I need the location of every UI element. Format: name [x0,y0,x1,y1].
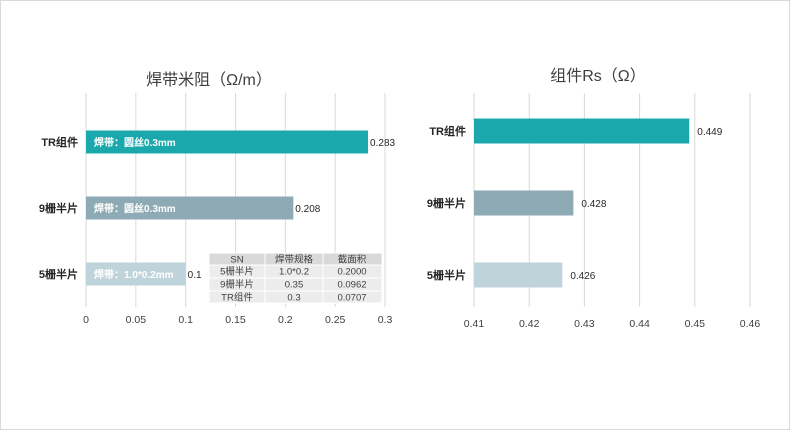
bar-label: 焊带：圆丝0.3mm [94,202,176,215]
table-header-cell: 焊带规格 [275,254,314,266]
table-header-bg [209,253,382,265]
x-tick-label: 0.25 [325,314,346,326]
chart-title: 焊带米阻（Ω/m） [146,71,272,89]
x-tick-label: 0.46 [740,318,761,330]
value-label: 0.426 [570,271,595,282]
table-cell: 1.0*0.2 [279,267,309,278]
table-row-bg [209,291,382,303]
value-label: 0.428 [581,199,606,210]
x-tick-label: 0.2 [278,314,293,326]
bar [86,130,369,154]
value-label: 0.283 [370,138,395,149]
table-cell: 0.3 [287,293,300,304]
value-label: 0.449 [697,127,722,138]
bar [86,262,186,286]
x-tick-label: 0.44 [629,318,650,330]
table-row-bg [209,278,382,291]
table-cell: TR组件 [221,292,253,304]
bar-label: 焊带：1.0*0.2mm [94,268,174,281]
category-label: 5栅半片 [427,268,466,282]
table-cell: 0.35 [285,280,304,291]
table-cell: 0.0962 [337,280,366,291]
value-label: 0.1 [188,270,202,281]
x-tick-label: 0.15 [225,314,246,326]
x-tick-label: 0.3 [378,314,393,326]
category-label: TR组件 [41,135,78,149]
category-label: 5栅半片 [39,267,78,281]
category-label: 9栅半片 [427,196,466,210]
x-tick-label: 0.41 [464,318,485,330]
bar [474,118,690,144]
x-tick-label: 0.45 [685,318,706,330]
x-tick-label: 0.43 [574,318,595,330]
table-row-bg [209,265,382,278]
x-tick-label: 0.05 [126,314,147,326]
x-tick-label: 0.1 [178,314,193,326]
category-label: TR组件 [429,124,466,138]
table-header-cell: SN [230,255,243,266]
bar-label: 焊带：圆丝0.3mm [94,136,176,149]
bar [474,262,563,288]
table-cell: 9栅半片 [220,279,254,291]
category-label: 9栅半片 [39,201,78,215]
table-cell: 5栅半片 [220,266,254,278]
table-cell: 0.0707 [337,293,366,304]
bar [86,196,294,220]
chart-title: 组件Rs（Ω） [550,67,646,85]
table-header-cell: 截面积 [338,254,367,266]
value-label: 0.208 [295,204,320,215]
x-tick-label: 0.42 [519,318,540,330]
x-tick-label: 0 [83,314,89,326]
table-cell: 0.2000 [337,267,366,278]
bar [474,190,574,216]
